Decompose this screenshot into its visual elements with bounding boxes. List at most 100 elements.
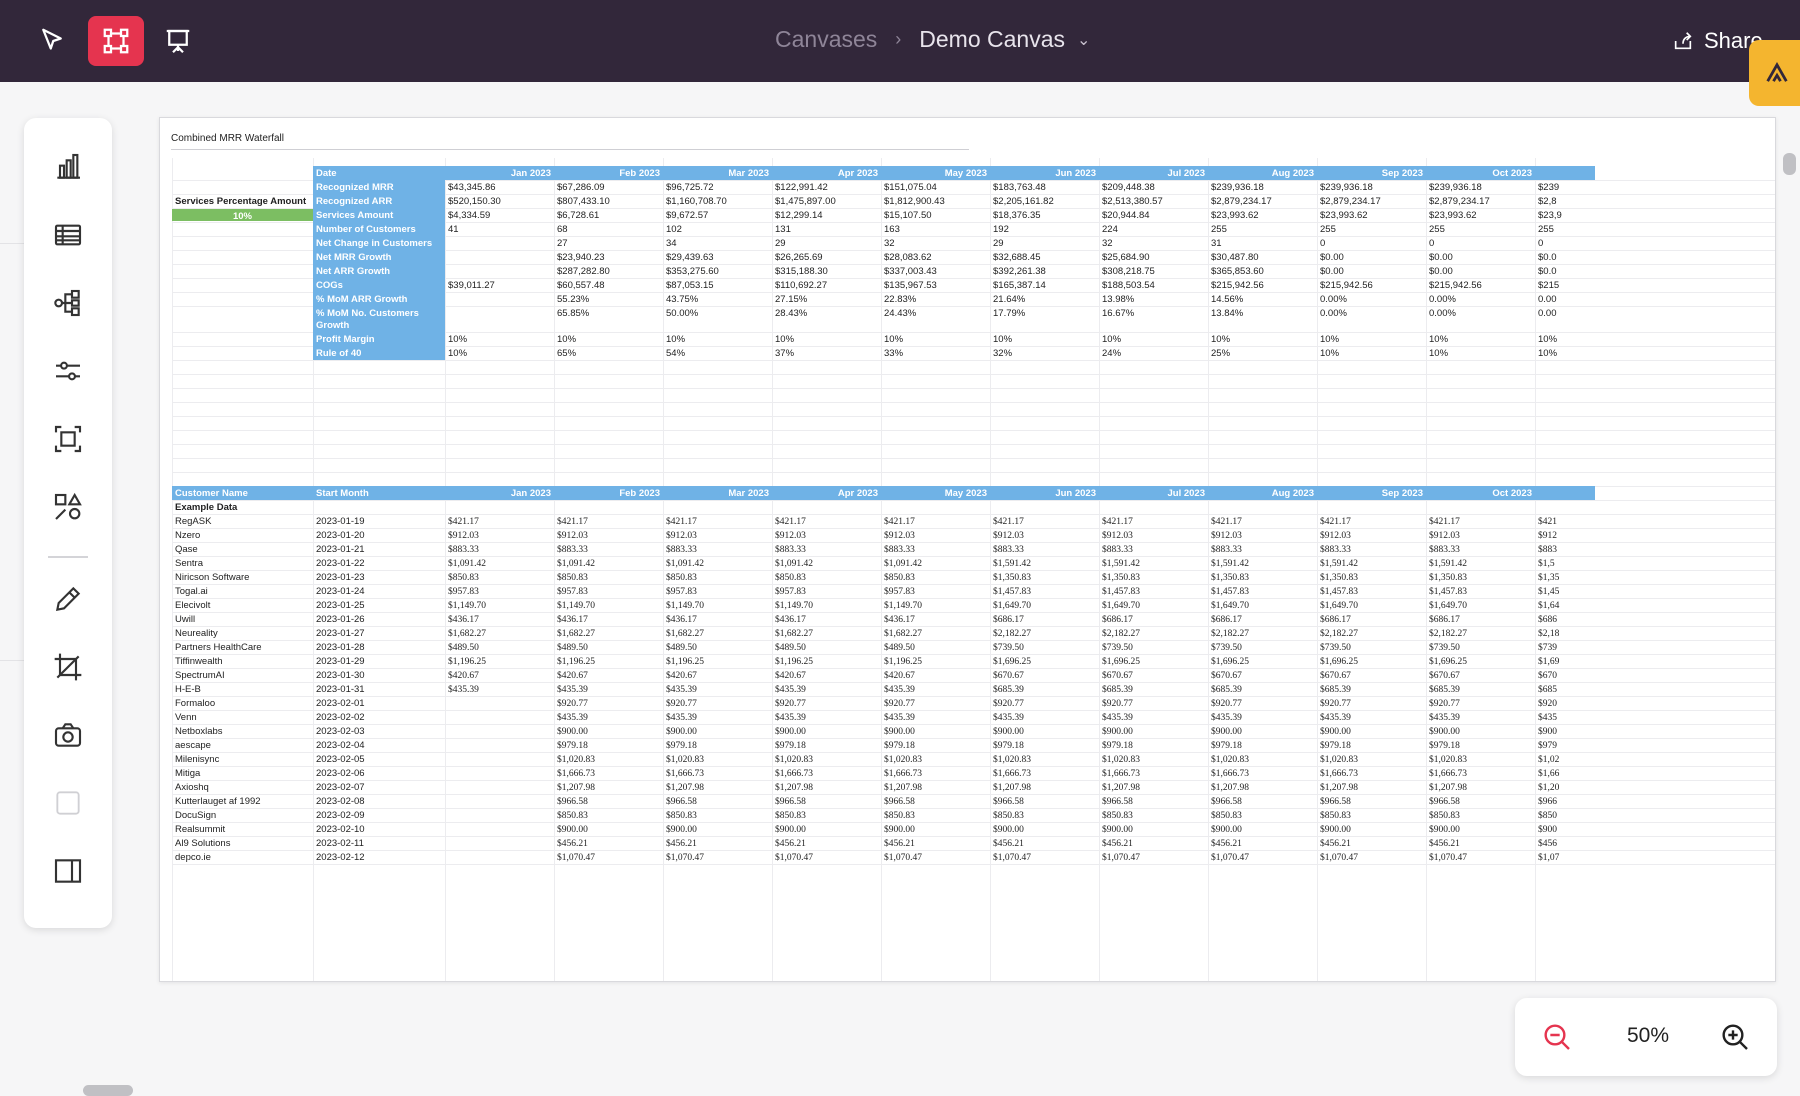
table-cell[interactable]: $1,207.98 <box>1320 783 1358 793</box>
table-cell[interactable]: $1,196.25 <box>557 657 595 667</box>
panel-tool-button[interactable] <box>43 846 93 896</box>
table-cell[interactable] <box>445 724 554 738</box>
table-cell[interactable]: $23,993.62 <box>1429 210 1477 221</box>
table-cell[interactable]: $1,696.25 <box>993 657 1031 667</box>
table-cell[interactable] <box>445 836 554 850</box>
table-cell[interactable]: 2023-01-21 <box>316 544 365 555</box>
table-cell[interactable]: 65% <box>557 348 577 359</box>
table-cell[interactable]: $18,376.35 <box>993 210 1041 221</box>
table-cell[interactable]: $353,275.60 <box>666 266 719 277</box>
table-cell[interactable]: $739.50 <box>1102 643 1133 653</box>
table-cell[interactable]: $1,696.25 <box>1102 657 1140 667</box>
table-cell[interactable]: Sep 2023 <box>1317 166 1426 180</box>
table-cell[interactable]: $850.83 <box>1320 811 1351 821</box>
table-cell[interactable]: $966.58 <box>775 797 806 807</box>
table-cell[interactable]: $900.00 <box>775 825 806 835</box>
table-cell[interactable]: $912.03 <box>884 531 915 541</box>
table-cell[interactable]: 32 <box>1102 238 1113 249</box>
table-cell[interactable]: 24.43% <box>884 308 917 319</box>
table-cell[interactable]: $421.17 <box>775 517 806 527</box>
table-cell[interactable]: 10% <box>1320 348 1340 359</box>
table-cell[interactable]: $1,666.73 <box>1211 769 1249 779</box>
table-cell[interactable]: 2023-02-12 <box>316 852 365 863</box>
table-cell[interactable]: Date <box>313 166 445 180</box>
table-cell[interactable]: 10% <box>1211 334 1231 345</box>
table-cell[interactable]: $1,591.42 <box>1429 559 1467 569</box>
table-cell[interactable] <box>445 250 554 264</box>
table-cell[interactable]: $1,666.73 <box>993 769 1031 779</box>
table-cell[interactable]: $435.39 <box>1429 713 1460 723</box>
table-cell[interactable]: $900.00 <box>993 825 1024 835</box>
table-cell[interactable]: $979.18 <box>557 741 588 751</box>
table-cell[interactable]: $1,35 <box>1538 573 1560 583</box>
table-cell[interactable]: $1,070.47 <box>993 853 1031 863</box>
table-cell[interactable]: 2023-01-30 <box>316 670 365 681</box>
table-cell[interactable]: $1,207.98 <box>1102 783 1140 793</box>
table-cell[interactable]: $188,503.54 <box>1102 280 1155 291</box>
table-cell[interactable]: 131 <box>775 224 791 235</box>
table-cell[interactable]: 31 <box>1211 238 1222 249</box>
table-cell[interactable]: $850.83 <box>1211 811 1242 821</box>
table-cell[interactable]: $1,591.42 <box>993 559 1031 569</box>
table-cell[interactable]: $420.67 <box>557 671 588 681</box>
table-cell[interactable]: $1,207.98 <box>884 783 922 793</box>
table-cell[interactable]: $9,672.57 <box>666 210 709 221</box>
table-cell[interactable]: $2,879,234.17 <box>1320 196 1381 207</box>
table-cell[interactable]: $420.67 <box>666 671 697 681</box>
table-cell[interactable]: $966.58 <box>1102 797 1133 807</box>
table-cell[interactable]: Qase <box>175 544 198 555</box>
table-cell[interactable]: Customer Name <box>172 486 313 500</box>
table-cell[interactable]: 2023-01-19 <box>316 516 365 527</box>
table-cell[interactable]: $1,070.47 <box>557 853 595 863</box>
table-cell[interactable]: $1,457.83 <box>1320 587 1358 597</box>
table-cell[interactable]: $1,207.98 <box>1429 783 1467 793</box>
table-cell[interactable]: 2023-02-05 <box>316 754 365 765</box>
table-cell[interactable]: $1,020.83 <box>884 755 922 765</box>
table-cell[interactable]: $883 <box>1538 545 1557 555</box>
table-cell[interactable]: 10% <box>1320 334 1340 345</box>
table-cell[interactable]: $15,107.50 <box>884 210 932 221</box>
table-cell[interactable]: $850.83 <box>557 573 588 583</box>
table-cell[interactable]: $456.21 <box>1211 839 1242 849</box>
table-cell[interactable]: 10% <box>448 348 468 359</box>
table-cell[interactable]: $4,334.59 <box>448 210 491 221</box>
table-cell[interactable]: Aug 2023 <box>1208 166 1317 180</box>
table-cell[interactable]: $1,696.25 <box>1320 657 1358 667</box>
table-cell[interactable]: 54% <box>666 348 686 359</box>
table-cell[interactable]: 16.67% <box>1102 308 1135 319</box>
table-cell[interactable]: 10% <box>1102 334 1122 345</box>
table-cell[interactable]: $979.18 <box>884 741 915 751</box>
table-cell[interactable]: $1,091.42 <box>666 559 704 569</box>
table-cell[interactable]: $739.50 <box>993 643 1024 653</box>
table-cell[interactable]: Venn <box>175 712 197 723</box>
table-cell[interactable]: $900.00 <box>993 727 1024 737</box>
table-cell[interactable]: Feb 2023 <box>554 486 663 500</box>
table-cell[interactable]: $685.39 <box>1211 685 1242 695</box>
table-cell[interactable]: 10% <box>884 334 904 345</box>
table-cell[interactable]: $308,218.75 <box>1102 266 1155 277</box>
table-cell[interactable]: Net MRR Growth <box>313 250 445 264</box>
table-cell[interactable]: Apr 2023 <box>772 486 881 500</box>
table-cell[interactable]: $165,387.14 <box>993 280 1046 291</box>
table-cell[interactable]: $456.21 <box>1320 839 1351 849</box>
table-cell[interactable]: $456.21 <box>1102 839 1133 849</box>
table-cell[interactable] <box>445 306 554 332</box>
table-cell[interactable]: $686 <box>1538 615 1557 625</box>
table-cell[interactable]: 2023-01-27 <box>316 628 365 639</box>
table-cell[interactable]: $392,261.38 <box>993 266 1046 277</box>
snapshot-tool-button[interactable] <box>43 710 93 760</box>
table-cell[interactable]: Oct 2023 <box>1426 166 1535 180</box>
table-cell[interactable]: $1,207.98 <box>775 783 813 793</box>
table-cell[interactable]: Net ARR Growth <box>313 264 445 278</box>
table-cell[interactable]: Al9 Solutions <box>175 838 231 849</box>
table-cell[interactable]: $435.39 <box>666 685 697 695</box>
table-cell[interactable]: $520,150.30 <box>448 196 501 207</box>
table-cell[interactable]: 13.84% <box>1211 308 1244 319</box>
brand-logo[interactable] <box>1749 40 1800 106</box>
table-cell[interactable]: $1,69 <box>1538 657 1560 667</box>
table-cell[interactable]: $1,457.83 <box>1211 587 1249 597</box>
table-cell[interactable]: 24% <box>1102 348 1122 359</box>
table-cell[interactable]: $883.33 <box>775 545 806 555</box>
table-cell[interactable]: $685.39 <box>1429 685 1460 695</box>
table-cell[interactable]: $489.50 <box>448 643 479 653</box>
